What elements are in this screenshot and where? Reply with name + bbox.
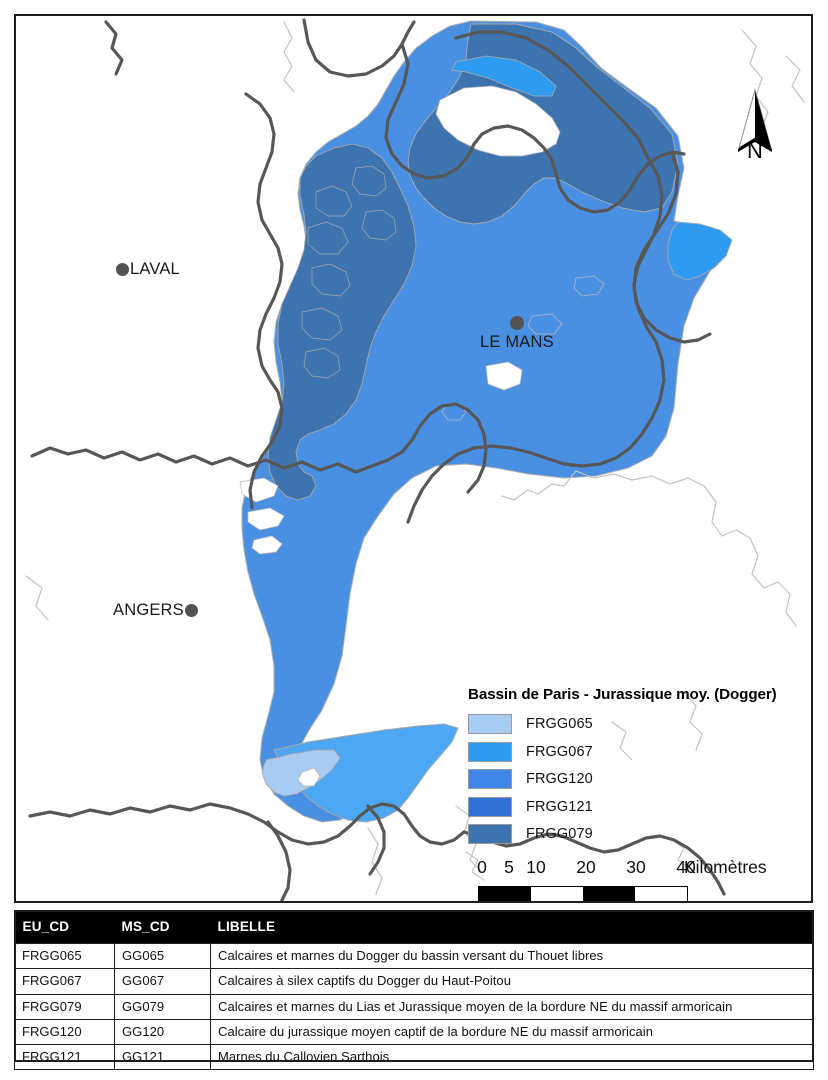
scalebar-segment: [583, 887, 635, 901]
scalebar-tick-40: 40: [676, 857, 696, 877]
aquifer-frgg067-north-sliver: [451, 55, 557, 97]
cell-libelle: Marnes du Callovien Sarthois: [210, 1043, 814, 1071]
scalebar-tick-0: 0: [477, 857, 487, 877]
city-dot-icon: [184, 603, 198, 617]
column-header-ms-cd: MS_CD: [114, 910, 211, 944]
table-row[interactable]: FRGG067 GG067 Calcaires à silex captifs …: [14, 968, 814, 995]
table-body: FRGG065 GG065 Calcaires et marnes du Dog…: [14, 942, 814, 1071]
aquifer-interior-islands: [441, 275, 605, 421]
scalebar-segment: [531, 887, 583, 901]
table-row[interactable]: FRGG065 GG065 Calcaires et marnes du Dog…: [14, 942, 814, 970]
scalebar-tick-20: 20: [576, 857, 596, 877]
legend-swatch: [468, 741, 512, 762]
legend-item-frgg065[interactable]: FRGG065: [468, 712, 811, 736]
map-scalebar: 0 5 10 20 30 40 Kilomètres: [477, 857, 808, 901]
city-dot-icon: [509, 316, 524, 330]
cell-eu-cd: FRGG065: [14, 942, 115, 970]
city-label-le-mans: LE MANS: [480, 316, 554, 351]
aquifer-frgg079-fringe: [301, 165, 397, 379]
cell-eu-cd: FRGG120: [14, 1018, 115, 1046]
cell-ms-cd: GG121: [114, 1043, 211, 1071]
aquifer-hole-north: [435, 85, 561, 157]
legend-label: FRGG079: [526, 826, 593, 842]
scalebar-segment: [479, 887, 531, 901]
cell-ms-cd: GG120: [114, 1018, 211, 1046]
north-arrow-icon: [732, 88, 778, 166]
legend-label: FRGG120: [526, 771, 593, 787]
table-row[interactable]: FRGG121 GG121 Marnes du Callovien Sartho…: [14, 1043, 814, 1071]
scalebar-graphic: [478, 886, 688, 901]
table: EU_CD MS_CD LIBELLE FRGG065 GG065 Calcai…: [14, 910, 814, 1071]
legend-label: FRGG065: [526, 716, 593, 732]
scalebar-segment: [635, 887, 687, 901]
cell-libelle: Calcaires à silex captifs du Dogger du H…: [210, 968, 814, 995]
cell-ms-cd: GG067: [114, 968, 211, 995]
cell-libelle: Calcaire du jurassique moyen captif de l…: [210, 1018, 814, 1046]
column-header-eu-cd: EU_CD: [14, 910, 115, 944]
legend-swatch: [468, 714, 512, 734]
city-name: LE MANS: [480, 333, 554, 351]
legend-label: FRGG067: [526, 743, 593, 760]
table-row[interactable]: FRGG079 GG079 Calcaires et marnes du Lia…: [14, 993, 814, 1020]
boundary-major: [28, 18, 726, 901]
legend-item-frgg121[interactable]: FRGG121: [468, 795, 811, 819]
legend-title: Bassin de Paris - Jurassique moy. (Dogge…: [468, 686, 777, 703]
scalebar-tick-30: 30: [626, 857, 646, 877]
legend-swatch: [468, 824, 512, 844]
aquifer-frgg067-south: [273, 723, 459, 823]
aquifer-frgg067-east: [667, 221, 733, 281]
map-canvas[interactable]: LAVAL LE MANS ANGERS N Bassin de Paris -…: [14, 14, 813, 903]
table-header-row: EU_CD MS_CD LIBELLE: [14, 910, 814, 944]
cell-eu-cd: FRGG079: [14, 993, 115, 1020]
aquifer-frgg065-notch: [297, 767, 321, 787]
legend-swatch: [468, 769, 512, 789]
cell-eu-cd: FRGG121: [14, 1043, 115, 1071]
scalebar-ticks: 0 5 10 20 30 40 Kilomètres: [477, 857, 808, 881]
city-name: ANGERS: [113, 601, 184, 619]
legend-swatch: [468, 796, 512, 817]
legend-item-frgg067[interactable]: FRGG067: [468, 740, 811, 764]
scalebar-tick-5: 5: [504, 857, 514, 877]
attribute-table: EU_CD MS_CD LIBELLE FRGG065 GG065 Calcai…: [14, 910, 814, 1071]
cell-libelle: Calcaires et marnes du Lias et Jurassiqu…: [210, 993, 814, 1020]
legend-item-frgg120[interactable]: FRGG120: [468, 767, 811, 791]
north-arrow-label: N: [747, 138, 763, 163]
map-legend: Bassin de Paris - Jurassique moy. (Dogge…: [468, 686, 811, 850]
legend-item-list: FRGG065 FRGG067 FRGG120 FRGG121 FRGG079: [468, 712, 811, 846]
legend-item-frgg079[interactable]: FRGG079: [468, 822, 811, 846]
table-header: EU_CD MS_CD LIBELLE: [14, 910, 814, 944]
boundary-minor: [25, 21, 805, 895]
scalebar-tick-10: 10: [526, 857, 546, 877]
scalebar-unit: Kilomètres: [684, 857, 767, 877]
cell-ms-cd: GG079: [114, 993, 211, 1020]
city-label-angers: ANGERS: [113, 602, 198, 619]
cell-libelle: Calcaires et marnes du Dogger du bassin …: [210, 942, 814, 970]
legend-label: FRGG121: [526, 798, 593, 815]
city-label-laval: LAVAL: [116, 261, 180, 278]
cell-eu-cd: FRGG067: [14, 968, 115, 995]
map-geometry: [16, 16, 811, 901]
column-header-libelle: LIBELLE: [210, 910, 814, 944]
table-row[interactable]: FRGG120 GG120 Calcaire du jurassique moy…: [14, 1018, 814, 1046]
city-name: LAVAL: [130, 260, 180, 278]
cell-ms-cd: GG065: [114, 942, 211, 970]
city-dot-icon: [116, 262, 129, 276]
